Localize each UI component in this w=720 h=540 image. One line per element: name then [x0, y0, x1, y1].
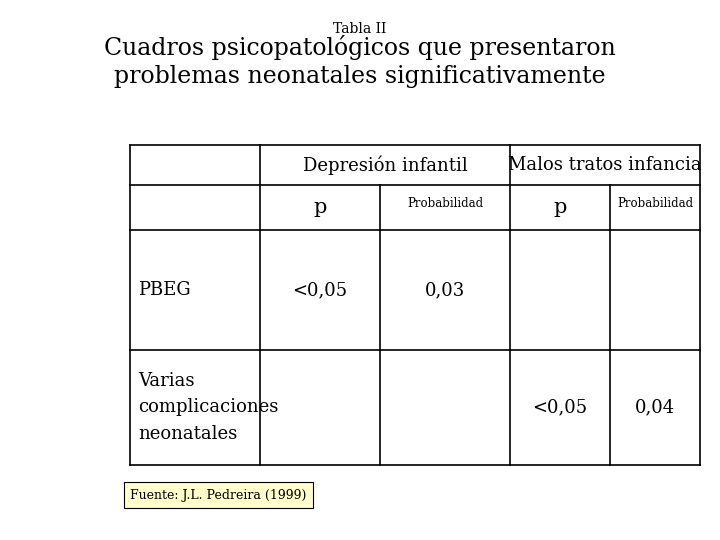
Text: Fuente: J.L. Pedreira (1999): Fuente: J.L. Pedreira (1999) [130, 489, 307, 502]
Text: p: p [553, 198, 567, 217]
Text: 0,03: 0,03 [425, 281, 465, 299]
Text: Tabla II: Tabla II [333, 22, 387, 36]
Text: <0,05: <0,05 [292, 281, 348, 299]
Text: 0,04: 0,04 [635, 399, 675, 416]
Text: Varias
complicaciones
neonatales: Varias complicaciones neonatales [138, 372, 279, 443]
Text: Depresión infantil: Depresión infantil [302, 156, 467, 175]
Text: Malos tratos infancia: Malos tratos infancia [508, 156, 702, 174]
Text: PBEG: PBEG [138, 281, 191, 299]
Text: Cuadros psicopatológicos que presentaron
problemas neonatales significativamente: Cuadros psicopatológicos que presentaron… [104, 35, 616, 87]
Text: <0,05: <0,05 [532, 399, 588, 416]
Text: Probabilidad: Probabilidad [617, 197, 693, 210]
Text: Probabilidad: Probabilidad [407, 197, 483, 210]
Text: p: p [313, 198, 327, 217]
